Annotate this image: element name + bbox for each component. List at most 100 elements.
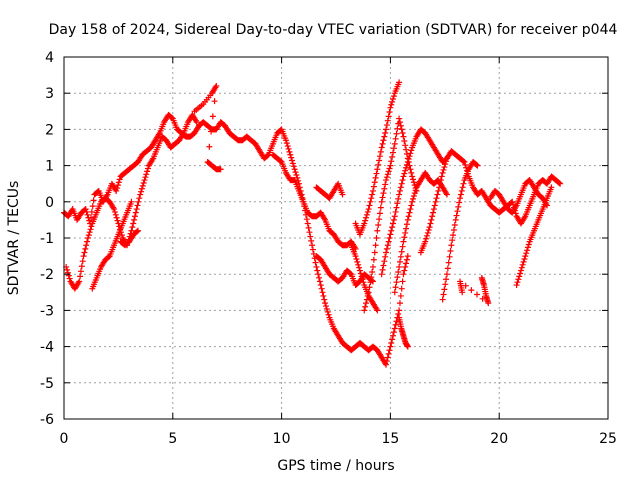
data-point bbox=[79, 258, 86, 265]
data-point bbox=[129, 224, 136, 231]
y-tick-label: 0 bbox=[45, 195, 54, 211]
data-point bbox=[443, 158, 450, 165]
data-point bbox=[383, 174, 390, 181]
data-point bbox=[522, 253, 529, 260]
data-point bbox=[116, 176, 123, 183]
data-point bbox=[398, 126, 405, 133]
data-point bbox=[395, 311, 402, 318]
data-point bbox=[217, 166, 224, 173]
data-point bbox=[144, 168, 151, 175]
data-point bbox=[385, 113, 392, 120]
data-point bbox=[356, 267, 363, 274]
data-point bbox=[382, 130, 389, 137]
data-point bbox=[450, 227, 457, 234]
data-point bbox=[383, 177, 390, 184]
data-point bbox=[396, 191, 403, 198]
y-tick-label: -6 bbox=[40, 412, 54, 428]
data-point bbox=[383, 126, 390, 133]
data-point bbox=[473, 161, 480, 168]
chart-title: Day 158 of 2024, Sidereal Day-to-day VTE… bbox=[49, 22, 618, 38]
data-point bbox=[80, 253, 87, 260]
data-point bbox=[387, 231, 394, 238]
data-point bbox=[386, 109, 393, 116]
data-point bbox=[386, 347, 393, 354]
data-point bbox=[447, 248, 454, 255]
data-point bbox=[303, 216, 310, 223]
data-point bbox=[509, 198, 516, 205]
series-band-3 bbox=[89, 198, 135, 292]
data-point bbox=[395, 195, 402, 202]
data-point bbox=[382, 181, 389, 188]
data-point bbox=[431, 202, 438, 209]
data-point bbox=[138, 188, 145, 195]
data-point bbox=[429, 213, 436, 220]
data-point bbox=[361, 307, 368, 314]
data-point bbox=[380, 137, 387, 144]
data-point bbox=[425, 227, 432, 234]
data-point bbox=[377, 204, 384, 211]
data-point bbox=[391, 289, 398, 296]
data-point bbox=[410, 193, 417, 200]
x-tick-label: 5 bbox=[168, 431, 177, 447]
data-point bbox=[285, 145, 292, 152]
data-point bbox=[83, 208, 90, 215]
data-point bbox=[361, 220, 368, 227]
data-point bbox=[518, 264, 525, 271]
data-point bbox=[379, 194, 386, 201]
data-point bbox=[444, 265, 451, 272]
data-point bbox=[403, 161, 410, 168]
data-point bbox=[287, 151, 294, 158]
data-point bbox=[406, 162, 413, 169]
data-point bbox=[524, 247, 531, 254]
data-point bbox=[388, 339, 395, 346]
data-point bbox=[292, 169, 299, 176]
data-point bbox=[390, 220, 397, 227]
data-point bbox=[321, 296, 328, 303]
data-point bbox=[396, 300, 403, 307]
data-point bbox=[369, 269, 376, 276]
data-point bbox=[289, 160, 296, 167]
data-point bbox=[82, 206, 89, 213]
data-point bbox=[390, 149, 397, 156]
data-point bbox=[352, 253, 359, 260]
data-point bbox=[307, 233, 314, 240]
data-point bbox=[140, 179, 147, 186]
data-point bbox=[385, 350, 392, 357]
data-point bbox=[393, 318, 400, 325]
data-point bbox=[213, 82, 220, 89]
data-point bbox=[432, 198, 439, 205]
data-point bbox=[87, 226, 94, 233]
data-point bbox=[430, 209, 437, 216]
data-point bbox=[289, 157, 296, 164]
data-point bbox=[407, 206, 414, 213]
series-band-15 bbox=[513, 184, 555, 289]
data-point bbox=[132, 209, 139, 216]
data-point bbox=[369, 187, 376, 194]
x-tick-label: 10 bbox=[273, 431, 291, 447]
data-point bbox=[376, 216, 383, 223]
data-point bbox=[367, 198, 374, 205]
data-point bbox=[461, 158, 468, 165]
y-tick-label: -5 bbox=[40, 376, 54, 392]
data-point bbox=[206, 143, 213, 150]
data-point bbox=[520, 258, 527, 265]
x-tick-label: 25 bbox=[599, 431, 617, 447]
data-point bbox=[373, 170, 380, 177]
data-point bbox=[451, 221, 458, 228]
data-point bbox=[88, 223, 95, 230]
data-point bbox=[409, 173, 416, 180]
data-point bbox=[304, 220, 311, 227]
data-point bbox=[377, 148, 384, 155]
data-point bbox=[407, 150, 414, 157]
data-point bbox=[458, 187, 465, 194]
data-point bbox=[134, 228, 141, 235]
data-point bbox=[403, 256, 410, 263]
data-point bbox=[548, 184, 555, 191]
data-point bbox=[64, 266, 71, 273]
data-point bbox=[455, 203, 462, 210]
data-point bbox=[396, 119, 403, 126]
data-point bbox=[468, 287, 475, 294]
data-point bbox=[460, 158, 467, 165]
data-point bbox=[378, 198, 385, 205]
